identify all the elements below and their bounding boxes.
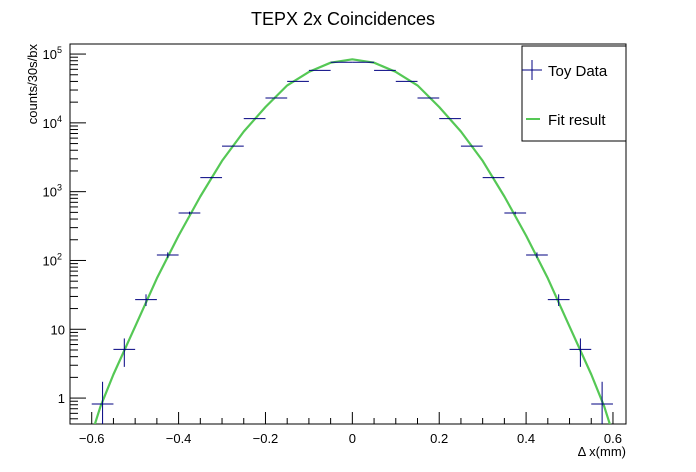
legend-box — [521, 45, 627, 142]
x-tick-label: 0.6 — [604, 431, 622, 446]
data-point — [200, 176, 223, 179]
y-tick-label: 10 — [43, 185, 57, 200]
data-point — [460, 145, 483, 147]
data-point — [504, 211, 527, 215]
y-tick-label: 10 — [43, 116, 57, 131]
data-point — [135, 294, 157, 306]
data-point — [178, 211, 201, 215]
x-axis: −0.6 −0.4 −0.2 0 0.2 0.4 0.6 — [69, 412, 622, 446]
legend-label-fit-result: Fit result — [548, 112, 606, 129]
chart-title: TEPX 2x Coincidences — [251, 9, 435, 29]
legend-label-toy-data: Toy Data — [548, 63, 608, 80]
data-point — [91, 381, 114, 424]
data-point — [591, 381, 613, 424]
x-axis-label: Δ x(mm) — [578, 444, 626, 459]
data-point — [526, 252, 548, 258]
x-tick-label: −0.6 — [79, 431, 105, 446]
x-tick-label: 0.4 — [517, 431, 535, 446]
y-tick-label: 10 — [43, 47, 57, 62]
y-axis-label: counts/30s/bx — [25, 44, 40, 125]
y-tick-label: 10 — [43, 253, 57, 268]
y-tick-label: 1 — [58, 391, 65, 406]
data-point — [547, 294, 570, 306]
legend: Toy Data Fit result — [521, 45, 627, 142]
fit-curve-layer — [93, 58, 611, 424]
data-point — [243, 118, 266, 120]
data-point — [482, 176, 505, 179]
legend-marker-toy-data — [522, 60, 542, 80]
data-point — [156, 252, 179, 258]
data-point — [113, 338, 136, 367]
x-tick-label: −0.4 — [166, 431, 192, 446]
x-tick-label: 0.2 — [430, 431, 448, 446]
data-point — [439, 118, 461, 120]
x-tick-label: 0 — [349, 431, 356, 446]
x-tick-label: −0.2 — [253, 431, 279, 446]
y-tick-exponent: 5 — [57, 45, 62, 55]
data-point — [569, 338, 592, 367]
data-points-layer — [91, 61, 613, 424]
y-tick-exponent: 3 — [57, 183, 62, 193]
plot-frame — [69, 43, 627, 425]
y-tick-exponent: 2 — [57, 251, 62, 261]
data-point — [222, 145, 244, 147]
y-tick-exponent: 4 — [57, 114, 62, 124]
fit-curve — [93, 58, 611, 424]
y-tick-label: 10 — [51, 322, 65, 337]
